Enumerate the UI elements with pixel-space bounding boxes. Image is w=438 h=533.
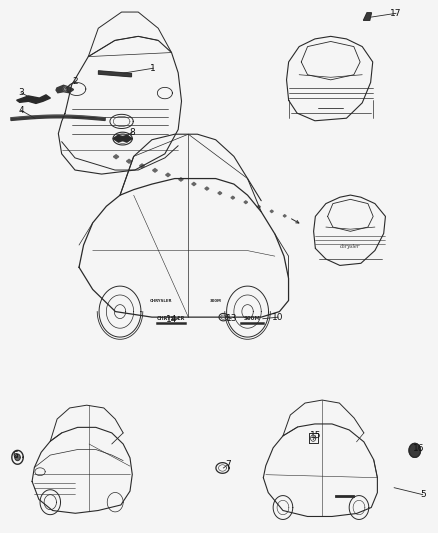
Polygon shape	[11, 115, 105, 120]
Polygon shape	[244, 201, 247, 204]
Text: 14: 14	[166, 316, 178, 324]
Text: 6: 6	[12, 451, 18, 460]
Polygon shape	[17, 95, 50, 103]
Polygon shape	[231, 196, 235, 199]
Text: 5: 5	[420, 490, 426, 499]
Text: 4: 4	[18, 106, 24, 115]
Polygon shape	[113, 155, 119, 159]
Polygon shape	[270, 210, 273, 213]
Text: CHRYSLER: CHRYSLER	[157, 316, 185, 321]
Polygon shape	[99, 71, 131, 77]
Polygon shape	[257, 206, 261, 208]
Polygon shape	[127, 159, 131, 163]
Polygon shape	[166, 173, 170, 176]
Polygon shape	[218, 192, 222, 195]
Polygon shape	[192, 182, 196, 185]
Text: 3: 3	[18, 88, 24, 97]
Polygon shape	[283, 215, 286, 217]
Polygon shape	[15, 454, 20, 461]
Text: 10: 10	[272, 313, 284, 321]
Polygon shape	[56, 85, 74, 93]
Polygon shape	[140, 164, 145, 167]
Polygon shape	[364, 13, 371, 20]
Text: 17: 17	[390, 9, 402, 18]
Text: 7: 7	[225, 461, 231, 469]
Text: 1: 1	[150, 64, 156, 72]
Text: 15: 15	[310, 432, 321, 440]
Text: 13: 13	[226, 314, 237, 323]
Text: 8: 8	[129, 128, 135, 136]
Polygon shape	[179, 178, 183, 181]
Text: CHRYSLER: CHRYSLER	[150, 298, 172, 303]
Text: 16: 16	[413, 445, 424, 453]
Polygon shape	[152, 168, 157, 172]
Text: 300M: 300M	[210, 298, 222, 303]
Text: 2: 2	[73, 77, 78, 85]
Polygon shape	[113, 135, 132, 142]
Text: 300M: 300M	[244, 316, 260, 321]
Polygon shape	[409, 443, 420, 457]
Polygon shape	[205, 187, 209, 190]
Text: chrysler: chrysler	[340, 244, 360, 249]
Polygon shape	[64, 87, 67, 91]
